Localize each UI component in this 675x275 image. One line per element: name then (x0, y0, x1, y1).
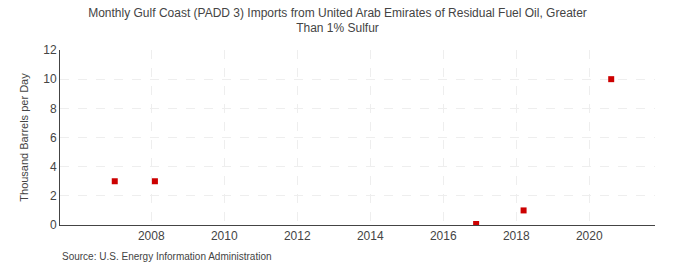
svg-text:2014: 2014 (357, 229, 384, 243)
svg-text:2010: 2010 (211, 229, 238, 243)
svg-text:Source: U.S. Energy Informatio: Source: U.S. Energy Information Administ… (62, 251, 272, 262)
svg-text:2016: 2016 (430, 229, 457, 243)
svg-text:2008: 2008 (138, 229, 165, 243)
svg-text:2020: 2020 (576, 229, 603, 243)
svg-text:10: 10 (43, 72, 57, 86)
svg-text:2012: 2012 (284, 229, 311, 243)
svg-text:2018: 2018 (503, 229, 530, 243)
svg-text:4: 4 (50, 160, 57, 174)
svg-text:0: 0 (50, 218, 57, 232)
svg-text:2: 2 (50, 189, 57, 203)
svg-text:6: 6 (50, 131, 57, 145)
svg-text:12: 12 (43, 43, 57, 57)
svg-text:Thousand Barrels per Day: Thousand Barrels per Day (18, 73, 30, 202)
svg-text:Monthly Gulf Coast (PADD 3) Im: Monthly Gulf Coast (PADD 3) Imports from… (88, 6, 587, 36)
svg-text:8: 8 (50, 102, 57, 116)
